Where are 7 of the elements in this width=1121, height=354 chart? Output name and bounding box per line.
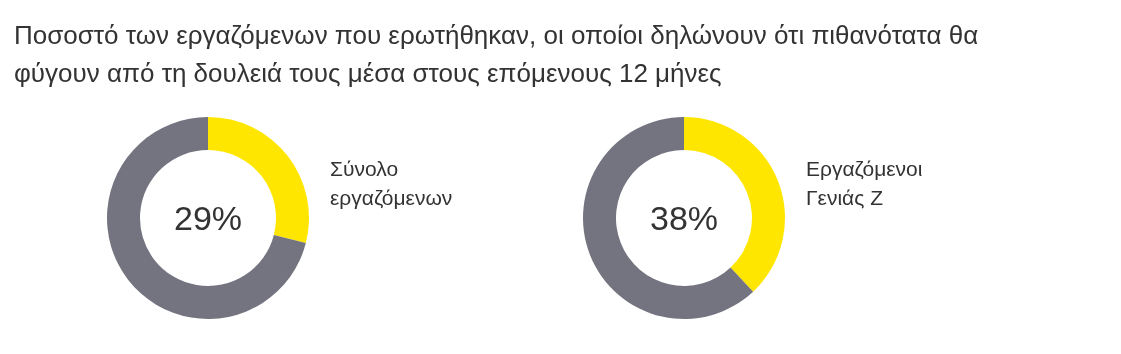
text: Εργαζόμενοι Γενιάς Ζ [806, 157, 923, 209]
donut-slice [107, 117, 306, 319]
text: 38% [649, 199, 719, 237]
donut-slice [583, 117, 754, 319]
text: Σύνολο εργαζόμενων [330, 157, 453, 209]
text: 29% [173, 199, 243, 237]
text: Ποσοστό των εργαζόμενων που ερωτήθηκαν, οι οποίοι δηλώνουν ότι πιθανότατα θα φύγουν από τη δουλειά τους μέσα στους επόμενους 12 μήνες [13, 19, 980, 90]
